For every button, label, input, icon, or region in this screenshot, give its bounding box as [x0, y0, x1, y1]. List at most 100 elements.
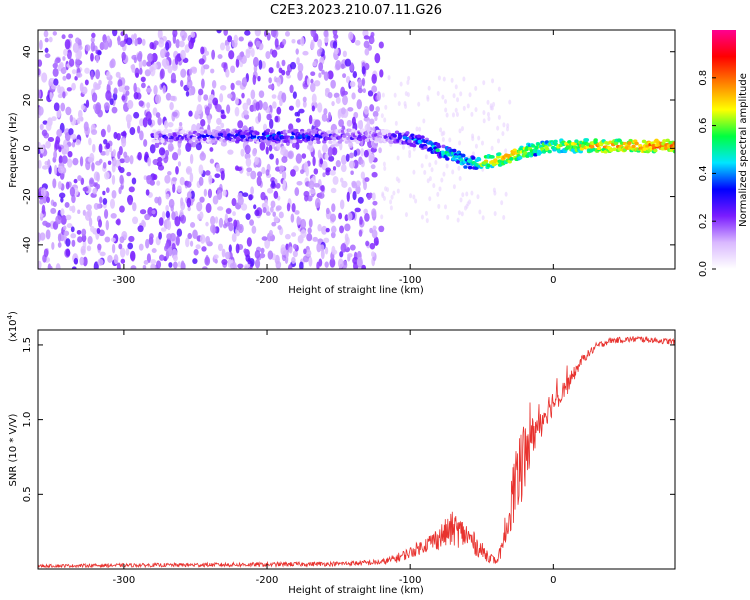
spectrogram-cell: [58, 61, 64, 69]
spectrogram-cell: [313, 182, 320, 188]
spectrogram-cell: [311, 129, 316, 134]
spectrogram-cell: [177, 185, 182, 193]
spectrogram-cell: [171, 62, 178, 72]
spectrogram-cell: [121, 51, 126, 61]
spectrogram-cell: [176, 228, 183, 237]
spectrogram-cell: [245, 49, 251, 59]
spectrogram-cell: [347, 107, 354, 112]
spectrogram-cell: [172, 151, 179, 161]
spectrogram-cell: [112, 149, 117, 158]
spectrogram-cell: [72, 42, 79, 54]
spectrogram-cell: [357, 78, 362, 87]
spectrogram-cell: [312, 156, 316, 167]
spectrogram-cell: [665, 138, 670, 143]
spectrogram-cell: [159, 48, 166, 59]
spectrogram-cell: [339, 141, 343, 151]
spectrogram-cell: [204, 256, 211, 266]
spectrogram-cell: [476, 194, 480, 200]
spectrogram-cell: [250, 48, 255, 58]
spectrogram-cell: [386, 129, 391, 134]
spectrogram-cell: [126, 171, 132, 177]
spectrogram-cell: [71, 205, 76, 213]
spectrogram-cell: [311, 105, 315, 112]
spectrogram-cell: [249, 219, 254, 226]
spectrogram-cell: [235, 80, 242, 86]
spectrogram-cell: [294, 187, 300, 197]
spectrogram-cell: [533, 152, 538, 157]
spectrogram-cell: [172, 183, 176, 193]
spectrogram-cell: [311, 93, 317, 104]
spectrogram-cell: [457, 210, 461, 216]
spectrogram-cell: [316, 140, 321, 144]
spectrogram-cell: [254, 259, 261, 269]
spectrogram-cell: [71, 82, 76, 91]
spectrogram-cell: [81, 228, 87, 237]
spectrogram-cell: [322, 139, 327, 144]
spectrogram-cell: [371, 171, 378, 178]
spectrogram-cell: [452, 93, 456, 99]
spectrogram-cell: [256, 176, 262, 187]
spectrogram-cell: [456, 217, 460, 223]
spectrogram-cell: [544, 147, 550, 151]
spectrogram-cell: [142, 265, 147, 269]
spectrogram-cell: [209, 158, 215, 164]
spectrogram-cell: [217, 54, 223, 60]
spectrogram-cell: [337, 135, 342, 140]
spectrogram-cell: [270, 30, 277, 38]
spectrogram-cell: [310, 71, 316, 77]
spectrogram-cell: [164, 149, 170, 157]
spectrogram-cell: [77, 236, 83, 243]
spectrogram-cell: [128, 235, 135, 243]
spectrogram-cell: [177, 261, 181, 268]
spectrogram-cell: [369, 104, 375, 112]
spectrogram-cell: [195, 142, 202, 151]
spectrogram-cell: [160, 139, 165, 144]
spectrogram-cell: [95, 69, 101, 80]
spectrogram-cell: [231, 138, 236, 143]
spectrogram-cell: [75, 72, 83, 78]
spectrogram-cell: [157, 196, 162, 206]
spectrogram-cell: [482, 118, 486, 124]
spectrogram-cell: [361, 264, 367, 269]
spectrogram-cell: [566, 145, 571, 149]
spectrogram-cell: [52, 201, 57, 207]
spectrogram-cell: [373, 236, 379, 247]
spectrogram-cell: [111, 243, 116, 254]
spectrogram-cell: [119, 247, 126, 258]
spectrogram-cell: [662, 139, 667, 143]
spectrogram-cell: [225, 128, 230, 132]
spectrogram-cell: [231, 198, 237, 207]
spectrogram-cell: [104, 236, 111, 243]
spectrogram-cell: [349, 62, 354, 72]
spectrogram-cell: [117, 79, 123, 88]
spectrogram-cell: [291, 142, 297, 149]
spectrogram-cell: [347, 128, 353, 133]
spectrogram-cell: [412, 146, 416, 152]
spectrogram-cell: [219, 93, 224, 103]
spectrogram-cell: [90, 129, 98, 135]
spectrogram-cell: [119, 205, 125, 213]
spectrogram-cell: [241, 92, 245, 99]
spectrogram-cell: [145, 238, 150, 249]
spectrogram-cell: [378, 225, 385, 233]
spectrogram-cell: [103, 102, 110, 111]
spectrogram-cell: [82, 256, 88, 267]
spectrogram-cell: [317, 38, 323, 48]
spectrogram-cell: [288, 105, 294, 111]
spectrogram-cell: [395, 176, 399, 182]
spectrogram-cell: [448, 137, 452, 143]
spectrogram-cell: [153, 40, 159, 46]
spectrogram-cell: [65, 181, 70, 190]
spectrogram-cell: [270, 129, 276, 133]
spectrogram-cell: [57, 242, 62, 248]
spectrogram-cell: [331, 101, 335, 107]
spectrogram-cell: [332, 140, 337, 145]
spectrogram-cell: [461, 192, 465, 198]
spectrogram-cell: [408, 149, 412, 155]
spectrogram-cell: [263, 139, 268, 143]
spectrogram-cell: [445, 163, 449, 169]
spectrogram-cell: [294, 128, 299, 133]
spectrogram-cell: [342, 134, 347, 138]
spectrogram-cell: [258, 59, 263, 70]
spectrogram-cell: [41, 129, 48, 137]
